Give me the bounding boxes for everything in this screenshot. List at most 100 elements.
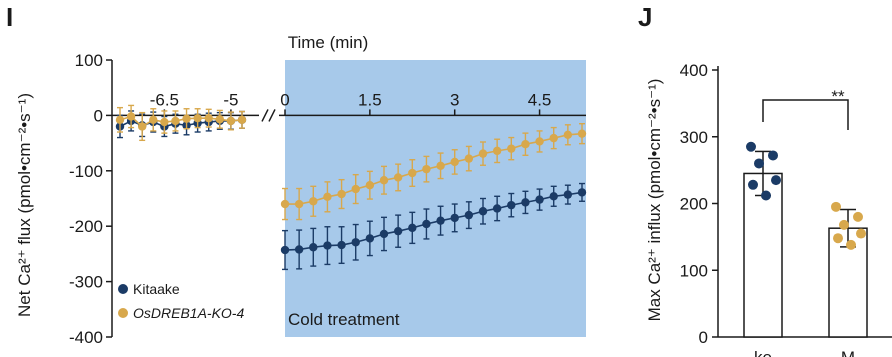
- data-point: [535, 137, 544, 146]
- y-tick-label: -100: [69, 162, 103, 181]
- data-point: [521, 198, 530, 207]
- panel-letter-j: J: [638, 2, 652, 32]
- data-point: [351, 238, 360, 247]
- data-point: [563, 190, 573, 199]
- axis-break-mark: [261, 109, 269, 122]
- j-y-tick-label: 300: [680, 128, 708, 147]
- data-point: [464, 210, 474, 220]
- data-point: [204, 113, 213, 123]
- data-point: [323, 241, 332, 250]
- data-point: [137, 122, 147, 131]
- series-line: [284, 191, 583, 251]
- individual-point: [846, 239, 856, 250]
- data-point: [193, 113, 202, 123]
- legend-marker-ko: [118, 308, 128, 318]
- data-point: [323, 192, 332, 202]
- influx-chart-bars: ke M: [743, 99, 868, 357]
- data-point: [393, 226, 403, 236]
- data-point: [563, 130, 573, 139]
- j-y-tick-label: 100: [680, 261, 708, 280]
- influx-chart-axes: 0 100 200 300 400: [680, 61, 892, 347]
- series-line: [285, 132, 583, 205]
- data-point: [521, 140, 530, 149]
- data-point: [379, 176, 389, 185]
- y-tick-label: 100: [75, 51, 103, 70]
- data-point: [237, 115, 247, 125]
- data-point: [215, 115, 225, 124]
- axis-break-mark: [268, 109, 276, 122]
- y-tick-label: -200: [69, 217, 103, 236]
- cold-treatment-label: Cold treatment: [288, 310, 400, 329]
- data-point: [365, 234, 375, 243]
- y-tick-label: -400: [69, 328, 103, 347]
- data-point: [436, 161, 445, 171]
- individual-point: [771, 175, 781, 186]
- series-ko: [115, 104, 587, 221]
- legend-label-ko: OsDREB1A-KO-4: [133, 305, 244, 321]
- individual-point: [761, 190, 771, 201]
- data-point: [294, 245, 304, 254]
- individual-point: [839, 219, 849, 230]
- data-point: [182, 114, 191, 123]
- data-point: [478, 149, 488, 158]
- data-point: [393, 173, 403, 182]
- data-point: [492, 146, 502, 156]
- data-point: [115, 115, 125, 125]
- data-point: [171, 116, 180, 126]
- individual-point: [754, 158, 764, 169]
- data-point: [408, 223, 417, 233]
- data-point: [450, 157, 459, 167]
- j-y-tick-label: 400: [680, 61, 708, 80]
- y-axis-title: Net Ca²⁺ flux (pmol•cm⁻²•s⁻¹): [15, 93, 34, 317]
- legend: Kitaake OsDREB1A-KO-4: [118, 281, 244, 321]
- y-tick-label: 0: [94, 106, 103, 125]
- category-label: ke: [754, 348, 772, 357]
- flux-time-chart: 100 0 -100 -200 -300 -400 -6.5 -5 0 1.5 3 4.5 Time …: [15, 33, 587, 347]
- legend-marker-kitaake: [118, 284, 128, 294]
- data-point: [549, 192, 558, 201]
- j-y-axis-title: Max Ca²⁺ influx (pmol•cm⁻²•s⁻¹): [645, 79, 664, 322]
- data-point: [149, 115, 158, 125]
- individual-point: [833, 233, 843, 244]
- individual-point: [853, 211, 863, 222]
- significance-label: **: [831, 87, 845, 106]
- data-point: [226, 116, 236, 126]
- data-point: [535, 195, 544, 204]
- data-point: [309, 197, 318, 206]
- x-tick-label: 4.5: [528, 90, 552, 109]
- j-y-tick-label: 200: [680, 195, 708, 214]
- data-point: [126, 112, 136, 121]
- individual-point: [746, 141, 756, 152]
- data-point: [160, 117, 169, 127]
- data-point: [408, 168, 417, 178]
- bar-group: ke: [743, 141, 783, 357]
- category-label: M: [841, 348, 855, 357]
- x-tick-label: 1.5: [358, 90, 382, 109]
- x-tick-label: -6.5: [150, 90, 179, 109]
- data-point: [507, 144, 516, 153]
- data-point: [365, 181, 375, 190]
- data-point: [507, 200, 516, 210]
- data-point: [436, 216, 445, 225]
- individual-point: [831, 201, 841, 212]
- data-point: [464, 154, 474, 163]
- bar: [743, 172, 783, 338]
- individual-point: [748, 179, 758, 190]
- data-point: [379, 229, 389, 239]
- individual-point: [856, 228, 866, 239]
- x-tick-label: -5: [223, 90, 238, 109]
- x-axis-title: Time (min): [288, 33, 369, 52]
- significance-bracket: [762, 99, 849, 131]
- data-point: [309, 243, 318, 252]
- j-y-tick-label: 0: [699, 328, 708, 347]
- data-point: [492, 204, 502, 213]
- data-point: [478, 207, 488, 216]
- data-point: [280, 199, 290, 209]
- data-point: [280, 245, 290, 255]
- legend-label-kitaake: Kitaake: [133, 281, 180, 297]
- flux-chart-series: [115, 104, 587, 271]
- data-point: [422, 219, 431, 229]
- x-tick-label: 3: [450, 90, 459, 109]
- data-point: [294, 199, 304, 209]
